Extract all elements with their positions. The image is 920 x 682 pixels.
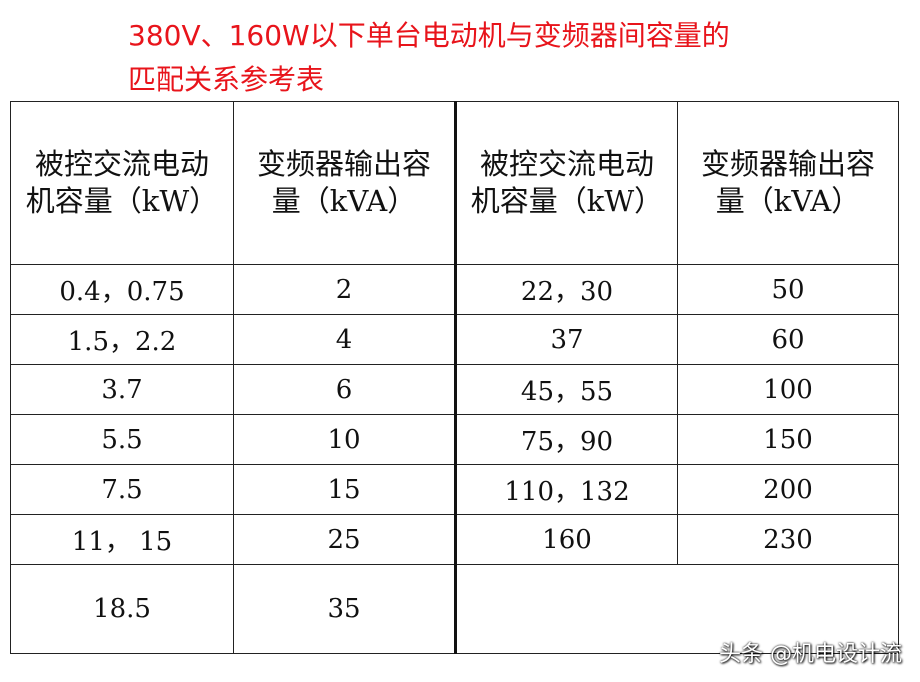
title-line: 380V、160W以下单台电动机与变频器间容量的 (128, 19, 730, 52)
header-row: 被控交流电动机容量（kW） 变频器输出容量（kVA） 被控交流电动机容量（kW） 变频… (10, 101, 899, 265)
cell: 4 (233, 314, 456, 365)
cell: 1.5，2.2 (10, 314, 234, 365)
cell: 100 (677, 364, 899, 415)
cell: 150 (677, 414, 899, 465)
cell: 2 (233, 264, 456, 315)
title: 380V、160W以下单台电动机与变频器间容量的 匹配关系参考表 (128, 14, 730, 102)
row: 1.5，2.2 4 37 60 (10, 314, 899, 365)
watermark: 头条 @机电设计流 (719, 642, 902, 667)
cell: 3.7 (10, 364, 234, 415)
cell: 200 (677, 464, 899, 515)
header-cell: 被控交流电动机容量（kW） (10, 101, 234, 265)
cell: 60 (677, 314, 899, 365)
cell: 50 (677, 264, 899, 315)
row: 5.5 10 75，90 150 (10, 414, 899, 465)
header-cell: 变频器输出容量（kVA） (233, 101, 456, 265)
cell: 22，30 (454, 264, 678, 315)
cell: 0.4，0.75 (10, 264, 234, 315)
cell: 11， 15 (10, 514, 234, 565)
cell: 160 (454, 514, 678, 565)
cell: 230 (677, 514, 899, 565)
header-cell: 变频器输出容量（kVA） (677, 101, 899, 265)
row: 7.5 15 110，132 200 (10, 464, 899, 515)
cell: 10 (233, 414, 456, 465)
cell: 7.5 (10, 464, 234, 515)
empty-cell (454, 564, 899, 654)
cell: 5.5 (10, 414, 234, 465)
cell: 35 (233, 564, 456, 654)
cell: 25 (233, 514, 456, 565)
row: 3.7 6 45，55 100 (10, 364, 899, 415)
row: 18.5 35 (10, 564, 899, 654)
table: 被控交流电动机容量（kW） 变频器输出容量（kVA） 被控交流电动机容量（kW） 变频… (10, 101, 899, 654)
cell: 18.5 (10, 564, 234, 654)
cell: 37 (454, 314, 678, 365)
title-line: 匹配关系参考表 (128, 63, 325, 96)
row: 11， 15 25 160 230 (10, 514, 899, 565)
cell: 110，132 (454, 464, 678, 515)
cell: 15 (233, 464, 456, 515)
cell: 75，90 (454, 414, 678, 465)
header-cell: 被控交流电动机容量（kW） (454, 101, 678, 265)
row: 0.4，0.75 2 22，30 50 (10, 264, 899, 315)
cell: 45，55 (454, 364, 678, 415)
cell: 6 (233, 364, 456, 415)
